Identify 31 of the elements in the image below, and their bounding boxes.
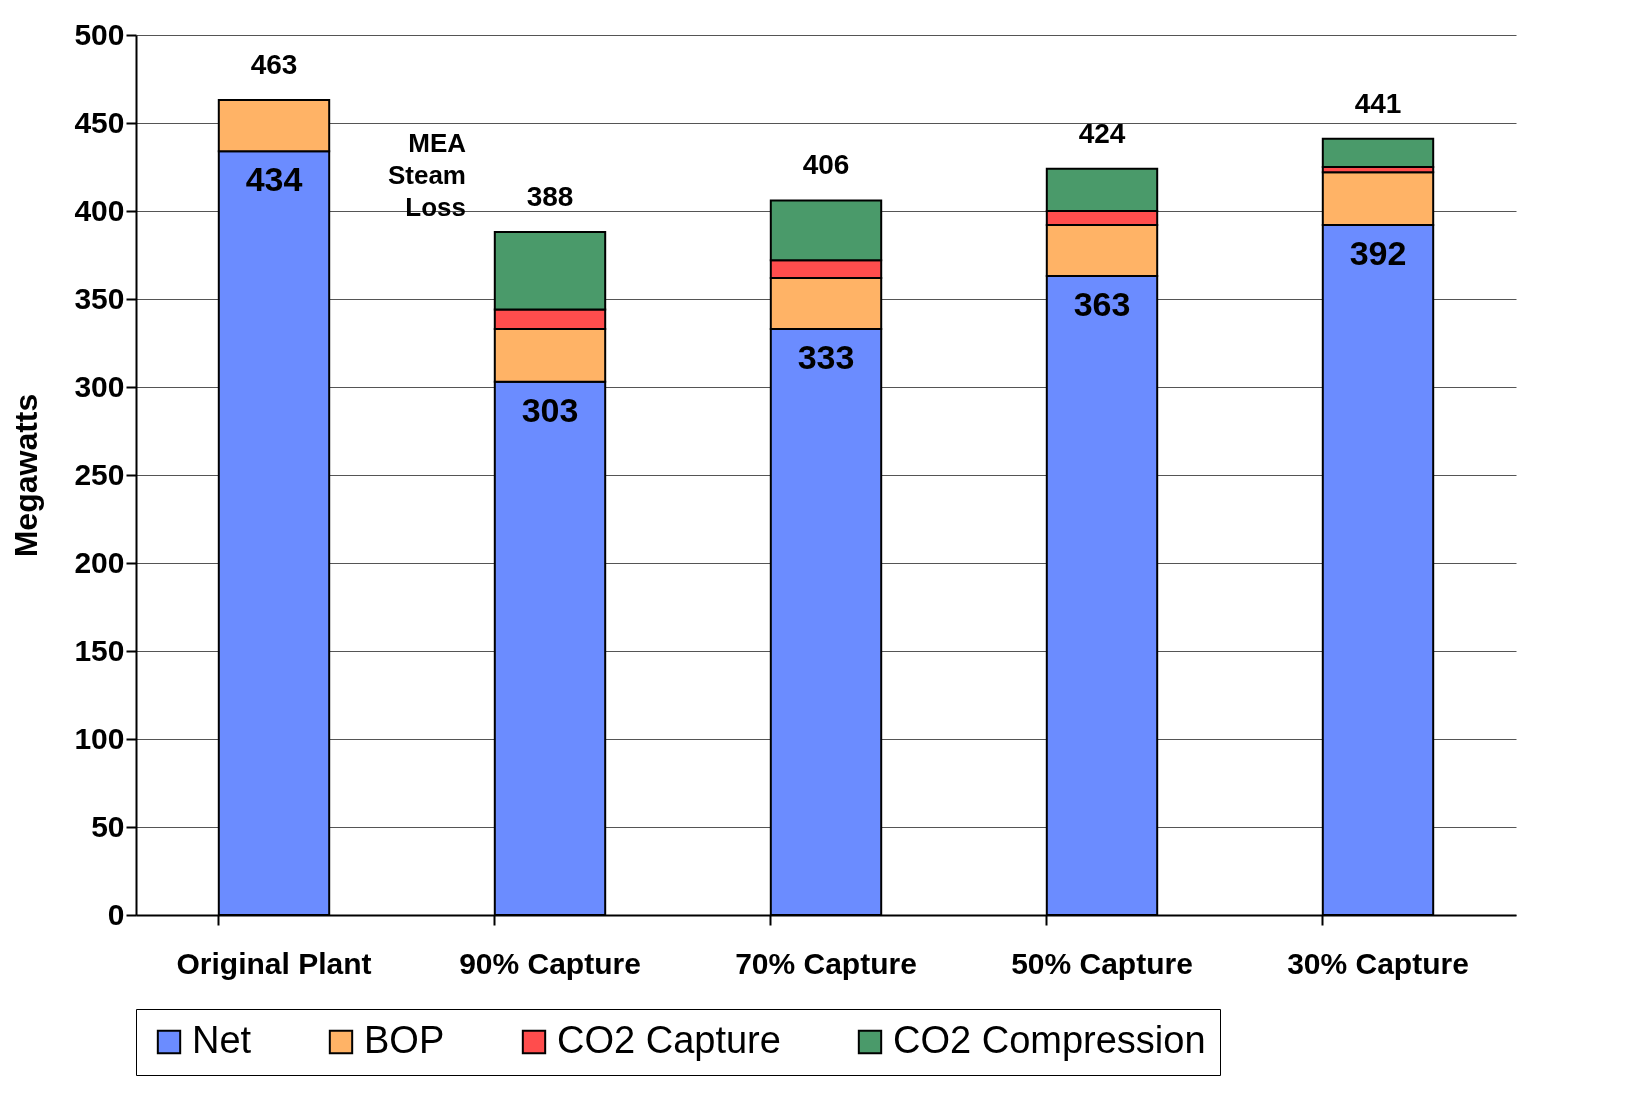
y-tick-label: 150 bbox=[74, 633, 125, 667]
y-tick-label: 500 bbox=[74, 17, 125, 51]
data-label: 303 bbox=[521, 390, 579, 429]
y-tick-label: 250 bbox=[74, 457, 125, 491]
legend-label: BOP bbox=[364, 1019, 445, 1061]
data-label: 333 bbox=[797, 337, 855, 376]
data-label: 392 bbox=[1349, 234, 1407, 273]
x-tick-label: 70% Capture bbox=[735, 946, 917, 980]
total-label: 441 bbox=[1354, 87, 1402, 119]
total-label: 463 bbox=[250, 49, 298, 81]
y-tick-label: 350 bbox=[74, 281, 125, 315]
data-label: 434 bbox=[245, 160, 303, 199]
y-tick-label: 200 bbox=[74, 545, 125, 579]
x-tick-label: Original Plant bbox=[176, 946, 372, 980]
x-tick-label: 50% Capture bbox=[1011, 946, 1193, 980]
legend-label: CO2 Capture bbox=[557, 1019, 781, 1061]
y-tick-label: 400 bbox=[74, 193, 125, 227]
y-tick-label: 450 bbox=[74, 105, 125, 139]
total-label: 388 bbox=[526, 181, 574, 213]
y-axis-title: Megawatts bbox=[8, 393, 45, 558]
x-tick-label: 30% Capture bbox=[1287, 946, 1469, 980]
y-tick-label: 300 bbox=[74, 369, 125, 403]
legend-label: CO2 Compression bbox=[893, 1019, 1206, 1061]
x-tick-label: 90% Capture bbox=[459, 946, 641, 980]
data-label: 363 bbox=[1073, 285, 1131, 324]
y-tick-label: 50 bbox=[91, 809, 125, 843]
total-label: 424 bbox=[1078, 117, 1126, 149]
legend-label: Net bbox=[192, 1019, 252, 1061]
y-tick-label: 100 bbox=[74, 721, 125, 755]
total-label: 406 bbox=[802, 149, 850, 181]
y-tick-label: 0 bbox=[107, 897, 125, 931]
